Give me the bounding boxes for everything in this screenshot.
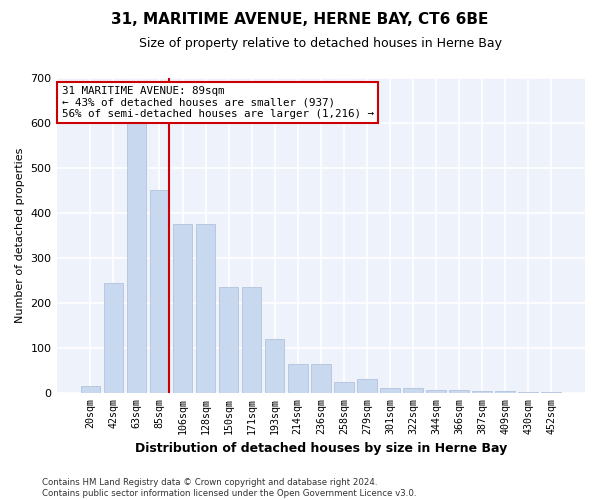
- Bar: [288, 364, 308, 393]
- Text: 31, MARITIME AVENUE, HERNE BAY, CT6 6BE: 31, MARITIME AVENUE, HERNE BAY, CT6 6BE: [112, 12, 488, 28]
- Bar: [426, 390, 446, 393]
- Y-axis label: Number of detached properties: Number of detached properties: [15, 148, 25, 323]
- Bar: [311, 364, 331, 393]
- Bar: [219, 287, 238, 393]
- Bar: [149, 190, 169, 393]
- Bar: [127, 123, 146, 393]
- Bar: [80, 386, 100, 393]
- Bar: [196, 224, 215, 393]
- Text: 31 MARITIME AVENUE: 89sqm
← 43% of detached houses are smaller (937)
56% of semi: 31 MARITIME AVENUE: 89sqm ← 43% of detac…: [62, 86, 374, 119]
- Title: Size of property relative to detached houses in Herne Bay: Size of property relative to detached ho…: [139, 38, 502, 51]
- Bar: [403, 388, 423, 393]
- Bar: [265, 339, 284, 393]
- Bar: [496, 391, 515, 393]
- Bar: [357, 380, 377, 393]
- Bar: [173, 224, 193, 393]
- Bar: [334, 382, 353, 393]
- Bar: [104, 282, 123, 393]
- Bar: [242, 287, 262, 393]
- Bar: [472, 391, 492, 393]
- Text: Contains HM Land Registry data © Crown copyright and database right 2024.
Contai: Contains HM Land Registry data © Crown c…: [42, 478, 416, 498]
- Bar: [449, 390, 469, 393]
- Bar: [518, 392, 538, 393]
- Bar: [380, 388, 400, 393]
- Bar: [541, 392, 561, 393]
- X-axis label: Distribution of detached houses by size in Herne Bay: Distribution of detached houses by size …: [134, 442, 507, 455]
